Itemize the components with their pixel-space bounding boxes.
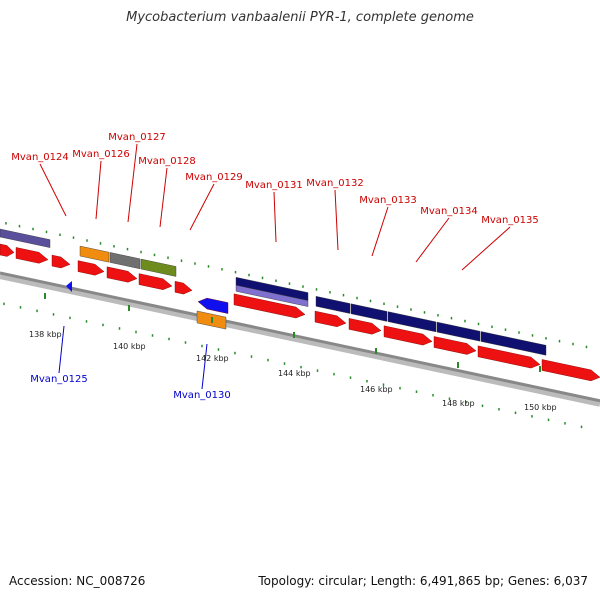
genome-summary: Topology: circular; Length: 6,491,865 bp…: [258, 574, 588, 588]
cog-block[interactable]: [235, 285, 309, 307]
cds-arrow-forward[interactable]: [138, 273, 173, 290]
gene-label-forward[interactable]: Mvan_0129: [185, 172, 242, 183]
scale-label: 148 kbp: [442, 399, 475, 408]
scale-label: 146 kbp: [360, 385, 393, 394]
gene-label-forward[interactable]: Mvan_0133: [359, 195, 416, 206]
cds-arrow-forward[interactable]: [233, 293, 306, 319]
gene-callout-line: [371, 206, 389, 257]
genome-backbone: [0, 271, 600, 403]
gene-label-forward[interactable]: Mvan_0128: [138, 156, 195, 167]
cds-arrow-forward[interactable]: [348, 318, 382, 335]
scale-label: 140 kbp: [113, 342, 146, 351]
accession-label: Accession: NC_008726: [9, 574, 146, 588]
gene-label-forward[interactable]: Mvan_0132: [306, 178, 363, 189]
cds-arrow-reverse[interactable]: [66, 281, 72, 292]
cds-arrow-forward[interactable]: [77, 260, 105, 276]
gene-label-reverse[interactable]: Mvan_0125: [30, 374, 87, 385]
cds-arrow-forward[interactable]: [174, 281, 193, 295]
cog-block[interactable]: [315, 296, 351, 314]
gene-label-forward[interactable]: Mvan_0127: [108, 132, 165, 143]
cds-arrow-forward[interactable]: [15, 247, 49, 264]
gene-callout-line: [58, 325, 65, 374]
gene-label-reverse[interactable]: Mvan_0130: [173, 390, 230, 401]
gene-callout-line: [334, 189, 339, 251]
scale-label: 144 kbp: [278, 369, 311, 378]
cds-arrow-forward[interactable]: [477, 345, 541, 369]
gene-callout-line: [127, 143, 138, 223]
cog-block[interactable]: [79, 245, 110, 263]
cds-arrow-forward[interactable]: [106, 266, 138, 283]
gene-callout-line: [159, 167, 168, 228]
cds-arrow-forward[interactable]: [541, 359, 600, 382]
gene-callout-line: [461, 226, 511, 271]
gene-callout-line: [415, 217, 450, 263]
genome-backbone-shadow: [0, 273, 600, 407]
cog-block[interactable]: [350, 303, 388, 322]
cds-arrow-forward[interactable]: [383, 325, 433, 346]
gene-callout-line: [273, 191, 277, 243]
cog-block[interactable]: [140, 258, 177, 277]
gene-label-forward[interactable]: Mvan_0135: [481, 215, 538, 226]
gene-callout-line: [189, 183, 215, 231]
cds-arrow-forward[interactable]: [0, 243, 15, 257]
gene-callout-line: [95, 160, 102, 220]
gene-callout-line: [39, 163, 67, 217]
cog-block[interactable]: [480, 331, 547, 356]
gene-label-forward[interactable]: Mvan_0131: [245, 180, 302, 191]
cog-block[interactable]: [109, 252, 141, 270]
cds-arrow-reverse[interactable]: [197, 297, 229, 314]
gene-label-forward[interactable]: Mvan_0134: [420, 206, 477, 217]
cog-block[interactable]: [0, 228, 51, 248]
cog-block[interactable]: [436, 321, 481, 342]
gene-label-forward[interactable]: Mvan_0124: [11, 152, 68, 163]
gene-callout-line: [201, 343, 208, 390]
scale-label: 142 kbp: [196, 354, 229, 363]
cds-arrow-forward[interactable]: [433, 336, 477, 355]
scale-label: 150 kbp: [524, 403, 557, 412]
cog-block[interactable]: [387, 311, 437, 333]
cds-arrow-forward[interactable]: [314, 310, 347, 327]
genome-title: Mycobacterium vanbaalenii PYR-1, complet…: [126, 10, 474, 25]
scale-label: 138 kbp: [29, 330, 62, 339]
gene-label-forward[interactable]: Mvan_0126: [72, 149, 129, 160]
cds-arrow-forward[interactable]: [51, 254, 71, 269]
